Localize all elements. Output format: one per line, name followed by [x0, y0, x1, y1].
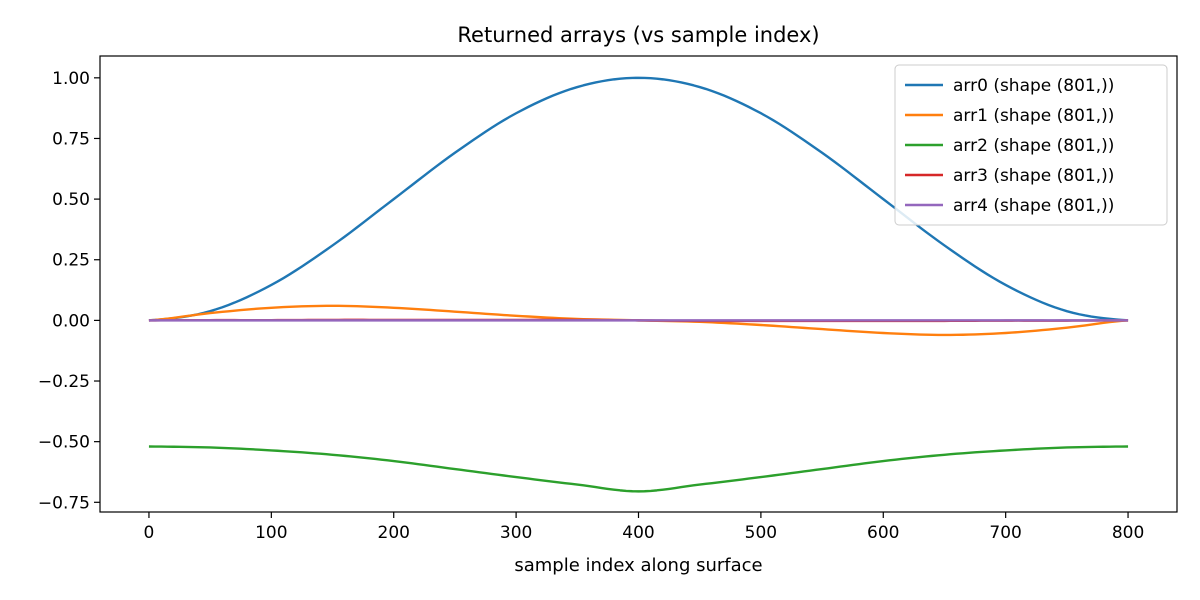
- legend-entry: arr0 (shape (801,)): [953, 76, 1114, 96]
- y-tick-label: 0.00: [52, 311, 90, 331]
- series-line-arr0: [148, 76, 1129, 322]
- x-axis-label: sample index along surface: [514, 555, 762, 576]
- x-tick-label: 0: [144, 523, 155, 543]
- x-tick-label: 700: [989, 523, 1021, 543]
- series-group: [148, 76, 1129, 493]
- chart-title: Returned arrays (vs sample index): [457, 23, 819, 47]
- y-tick-label: −0.50: [38, 433, 90, 453]
- x-tick-label: 100: [255, 523, 287, 543]
- y-tick-label: −0.75: [38, 493, 90, 513]
- y-axis: −0.75 −0.50 −0.25 0.00 0.25 0.50 0.75 1.00: [38, 69, 100, 513]
- legend: arr0 (shape (801,)) arr1 (shape (801,)) ar…: [894, 64, 1168, 226]
- y-tick-label: 0.25: [52, 251, 90, 271]
- y-tick-label: 0.50: [52, 190, 90, 210]
- legend-box: [894, 64, 1168, 226]
- legend-entry: arr2 (shape (801,)): [953, 136, 1114, 156]
- x-tick-label: 800: [1112, 523, 1144, 543]
- x-tick-label: 300: [500, 523, 532, 543]
- legend-entry: arr3 (shape (801,)): [953, 166, 1114, 186]
- series-line-arr2: [148, 445, 1129, 493]
- legend-entry: arr4 (shape (801,)): [953, 196, 1114, 216]
- y-tick-label: 1.00: [52, 69, 90, 89]
- x-tick-label: 200: [378, 523, 410, 543]
- x-tick-label: 600: [867, 523, 899, 543]
- x-tick-label: 400: [622, 523, 654, 543]
- y-tick-label: 0.75: [52, 129, 90, 149]
- y-tick-label: −0.25: [38, 372, 90, 392]
- x-tick-label: 500: [745, 523, 777, 543]
- legend-entry: arr1 (shape (801,)): [953, 106, 1114, 126]
- x-axis: 0 100 200 300 400 500 600 700 800: [144, 512, 1144, 543]
